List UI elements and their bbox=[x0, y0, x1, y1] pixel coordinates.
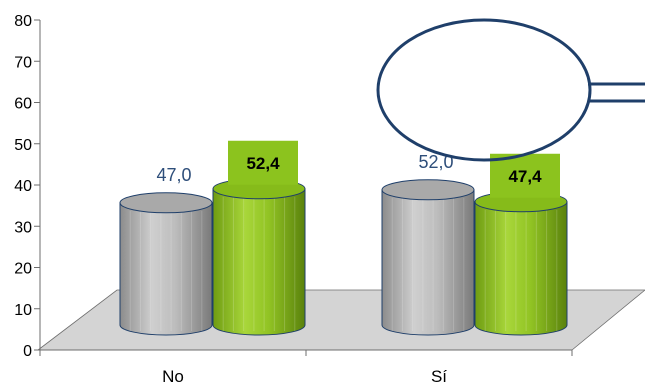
y-tick-label: 0 bbox=[23, 343, 32, 360]
y-tick-label: 10 bbox=[14, 302, 32, 319]
data-label: 52,4 bbox=[246, 154, 280, 173]
bar-no-1 bbox=[212, 178, 306, 336]
y-tick-label: 20 bbox=[14, 261, 32, 278]
bar-body bbox=[212, 188, 306, 336]
y-axis-ticks: 0 10 20 30 40 50 60 70 80 bbox=[14, 13, 40, 360]
x-axis-ticks: No Sí bbox=[39, 350, 573, 386]
bar-s-1 bbox=[474, 191, 568, 336]
bar-top bbox=[119, 192, 213, 214]
highlight-ellipse bbox=[376, 18, 592, 162]
data-label-box bbox=[228, 140, 298, 185]
x-tick-label: No bbox=[162, 367, 184, 386]
y-tick-label: 60 bbox=[14, 96, 32, 113]
bar-body bbox=[381, 189, 475, 336]
data-label: 47,4 bbox=[508, 167, 542, 186]
y-tick-label: 30 bbox=[14, 219, 32, 236]
y-tick-label: 40 bbox=[14, 178, 32, 195]
x-tick-label: Sí bbox=[431, 367, 447, 386]
data-label: 47,0 bbox=[156, 165, 191, 185]
y-tick-label: 70 bbox=[14, 54, 32, 71]
bar-body bbox=[474, 201, 568, 336]
bar-top bbox=[381, 179, 475, 201]
y-tick-label: 80 bbox=[14, 13, 32, 30]
data-labels: 47,052,4 52,047,4 bbox=[156, 140, 560, 198]
y-tick-label: 50 bbox=[14, 137, 32, 154]
bar-s-0 bbox=[381, 179, 475, 336]
data-label-box bbox=[490, 153, 560, 198]
bars bbox=[119, 178, 568, 336]
bar-body bbox=[119, 202, 213, 336]
bar-no-0 bbox=[119, 192, 213, 336]
highlight-callout bbox=[376, 18, 645, 162]
